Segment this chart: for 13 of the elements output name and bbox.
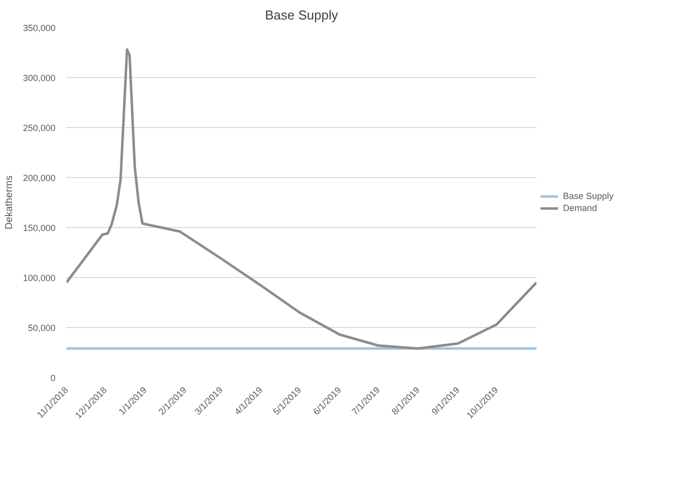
y-axis-title: Dekatherms [4, 176, 15, 230]
legend-label: Base Supply [563, 190, 614, 202]
y-tick-label: 250,000 [22, 123, 56, 133]
y-tick-label: 150,000 [22, 223, 56, 233]
chart-title: Base Supply [265, 8, 338, 22]
y-tick-label: 200,000 [22, 173, 56, 183]
y-tick-label: 0 [50, 373, 56, 383]
y-tick-label: 100,000 [22, 273, 56, 283]
y-tick-label: 300,000 [22, 73, 56, 83]
y-tick-label: 350,000 [22, 23, 56, 33]
line-series [66, 48, 536, 350]
y-tick-label: 50,000 [28, 323, 56, 333]
legend-label: Demand [563, 202, 598, 214]
